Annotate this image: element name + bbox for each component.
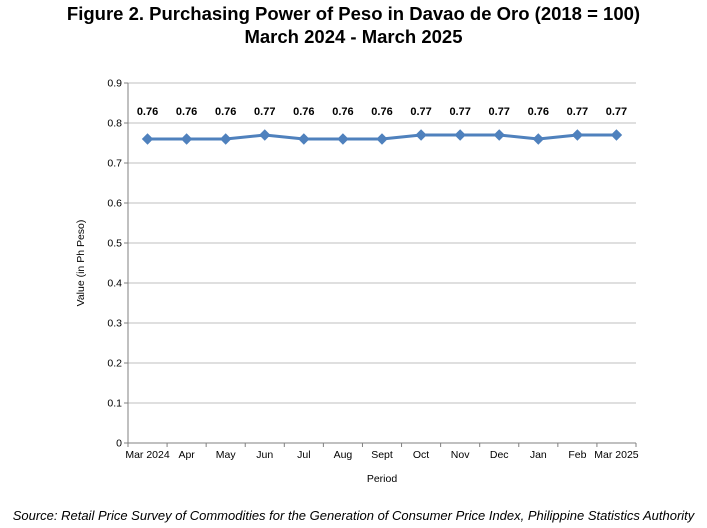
data-point-marker [298,133,310,145]
y-tick-label: 0.3 [107,318,122,330]
x-tick-label: Jun [256,449,273,461]
y-tick-label: 0.2 [107,358,122,370]
x-tick-label: Feb [568,449,586,461]
y-tick-label: 0.1 [107,398,122,410]
data-labels: 0.76 0.76 0.76 0.77 0.76 0.76 0.76 0.77 0.77 0.77… [137,106,627,118]
data-point-marker [376,133,388,145]
axes [124,82,637,447]
x-tick-label: Jan [530,449,547,461]
data-point-marker [532,133,545,145]
x-tick-label: Oct [413,449,429,461]
data-point-marker [219,133,232,145]
data-point-marker [180,133,193,145]
data-point-marker [454,129,466,141]
data-point-marker [610,129,623,141]
y-axis-title: Value (in Ph Peso) [75,220,87,307]
data-label: 0.76 [371,106,392,118]
x-tick-label: May [216,449,237,461]
x-tick-labels: Mar 2024 Apr May Jun Jul Aug Sept Oct Nov Dec Jan F… [125,449,638,461]
y-tick-labels: 0 0.1 0.2 0.3 0.4 0.5 0.6 0.7 0.8 0.9 [107,78,122,450]
y-tick-label: 0.8 [107,118,122,130]
y-tick-label: 0 [116,438,122,450]
data-label: 0.76 [528,106,549,118]
x-tick-label: Mar 2025 [594,449,639,461]
data-label: 0.77 [606,106,627,118]
data-label: 0.76 [215,106,236,118]
y-tick-label: 0.9 [107,78,122,90]
x-tick-label: Sept [371,449,393,461]
data-point-marker [415,129,427,141]
x-tick-label: Dec [490,449,509,461]
data-point-marker [141,133,154,145]
data-label: 0.76 [137,106,158,118]
chart-title: Figure 2. Purchasing Power of Peso in Da… [66,3,641,24]
data-label: 0.77 [449,106,470,118]
y-tick-label: 0.6 [107,198,122,210]
data-label: 0.77 [567,106,588,118]
x-tick-label: Apr [178,449,195,461]
chart-subtitle: March 2024 - March 2025 [244,26,463,47]
y-tick-label: 0.4 [107,278,122,290]
x-axis-title: Period [367,473,398,485]
x-tick-label: Mar 2024 [125,449,170,461]
data-label: 0.77 [254,106,275,118]
data-label: 0.77 [489,106,510,118]
gridlines [128,82,636,404]
data-label: 0.76 [293,106,314,118]
data-point-marker [571,129,584,141]
source-note: Source: Retail Price Survey of Commoditi… [12,508,695,523]
data-label: 0.76 [176,106,197,118]
y-tick-label: 0.5 [107,238,122,250]
data-label: 0.77 [410,106,431,118]
x-tick-label: Aug [334,449,353,461]
chart-title-block: Figure 2. Purchasing Power of Peso in Da… [0,2,707,48]
series-layer [141,129,623,145]
y-tick-label: 0.7 [107,158,122,170]
x-tick-label: Jul [297,449,310,461]
x-tick-label: Nov [451,449,470,461]
data-label: 0.76 [332,106,353,118]
data-point-marker [493,129,505,141]
data-point-marker [337,133,349,145]
data-point-marker [259,129,271,141]
